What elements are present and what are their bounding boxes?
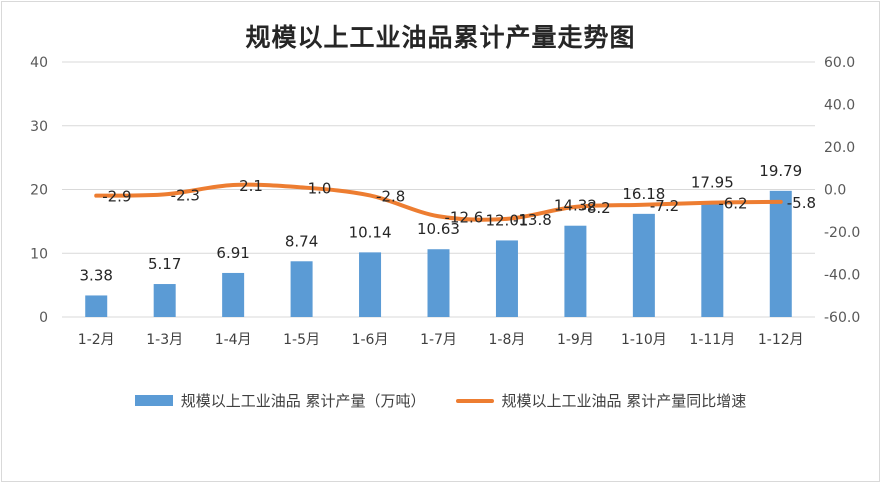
y-right-tick-label: -20.0 xyxy=(824,225,860,241)
x-tick-label: 1-2月 xyxy=(78,332,115,348)
chart-plot: 0 10 20 30 40 -60.0 -40.0 -20.0 0.0 20.0 40.0 60.0 1… xyxy=(30,55,860,348)
bar xyxy=(290,261,313,317)
y-left-tick-label: 30 xyxy=(30,119,48,135)
y-right-tick-label: -40.0 xyxy=(824,268,860,284)
line-data-label: 2.1 xyxy=(239,177,263,195)
y-left-tick-label: 40 xyxy=(30,55,48,71)
y-right-tick-label: -60.0 xyxy=(824,310,860,326)
chart-title: 规模以上工业油品累计产量走势图 xyxy=(245,23,636,52)
bar-data-label: 19.79 xyxy=(759,162,802,180)
y-right-tick-label: 40.0 xyxy=(824,98,855,114)
line-data-label: -2.8 xyxy=(376,187,405,205)
bar-data-label: 3.38 xyxy=(80,266,113,284)
bar-data-label: 10.14 xyxy=(349,223,392,241)
line-data-label: -2.9 xyxy=(102,188,131,206)
bar xyxy=(769,190,792,317)
line-data-label: -2.3 xyxy=(171,186,200,204)
bar xyxy=(359,252,382,317)
legend-swatch-production xyxy=(134,395,173,406)
legend-item-growth: 规模以上工业油品 累计产量同比增速 xyxy=(455,390,747,411)
bar-data-label: 10.63 xyxy=(417,220,460,238)
x-tick-label: 1-12月 xyxy=(758,332,804,348)
bar-data-label: 5.17 xyxy=(148,255,181,273)
bar xyxy=(632,213,655,317)
line-data-label: -12.6 xyxy=(445,208,484,226)
bar xyxy=(427,249,450,317)
x-tick-label: 1-10月 xyxy=(621,332,667,348)
legend-label-growth: 规模以上工业油品 累计产量同比增速 xyxy=(501,392,747,410)
x-tick-label: 1-3月 xyxy=(146,332,183,348)
y-right-tick-label: 20.0 xyxy=(824,140,855,156)
bar xyxy=(564,225,587,317)
bar-data-label: 14.32 xyxy=(554,197,597,215)
x-tick-label: 1-11月 xyxy=(689,332,735,348)
chart-legend: 规模以上工业油品 累计产量（万吨） 规模以上工业油品 累计产量同比增速 xyxy=(0,390,881,411)
x-tick-label: 1-8月 xyxy=(489,332,526,348)
line-data-label: -13.8 xyxy=(513,211,552,229)
line-data-label: -5.8 xyxy=(787,194,816,212)
bar-data-label: 6.91 xyxy=(216,244,249,262)
bar xyxy=(222,272,245,317)
x-tick-label: 1-6月 xyxy=(352,332,389,348)
y-left-tick-label: 20 xyxy=(30,183,48,199)
line-data-label: -6.2 xyxy=(718,195,747,213)
line-data-label: 1.0 xyxy=(308,179,332,197)
bar xyxy=(153,284,176,317)
y-left-tick-label: 10 xyxy=(30,246,48,262)
x-tick-label: 1-9月 xyxy=(557,332,594,348)
y-right-tick-label: 0.0 xyxy=(824,183,846,199)
y-left-tick-label: 0 xyxy=(39,310,48,326)
y-right-tick-label: 60.0 xyxy=(824,55,855,71)
growth-line xyxy=(94,182,783,222)
legend-swatch-growth xyxy=(455,398,494,403)
bar-data-label: 17.95 xyxy=(691,174,734,192)
legend-label-production: 规模以上工业油品 累计产量（万吨） xyxy=(180,392,426,410)
bar xyxy=(701,202,724,317)
bar-data-label: 8.74 xyxy=(285,232,318,250)
x-tick-label: 1-7月 xyxy=(420,332,457,348)
x-tick-label: 1-4月 xyxy=(215,332,252,348)
line-data-label: -8.2 xyxy=(581,199,610,217)
bar-data-label: 16.18 xyxy=(622,185,665,203)
bar-data-label: 12.01 xyxy=(485,211,528,229)
bar xyxy=(495,240,518,317)
bar xyxy=(85,295,108,317)
x-tick-label: 1-5月 xyxy=(283,332,320,348)
legend-item-production: 规模以上工业油品 累计产量（万吨） xyxy=(134,390,426,411)
line-data-label: -7.2 xyxy=(650,197,679,215)
